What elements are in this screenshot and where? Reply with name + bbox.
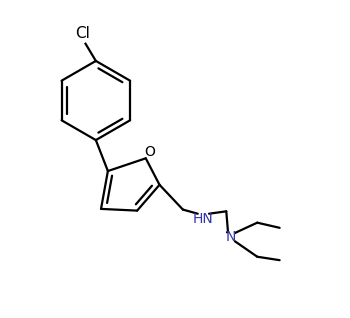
Text: O: O [144, 145, 155, 159]
Text: HN: HN [193, 212, 213, 226]
Text: Cl: Cl [75, 26, 90, 41]
Text: N: N [225, 230, 236, 244]
